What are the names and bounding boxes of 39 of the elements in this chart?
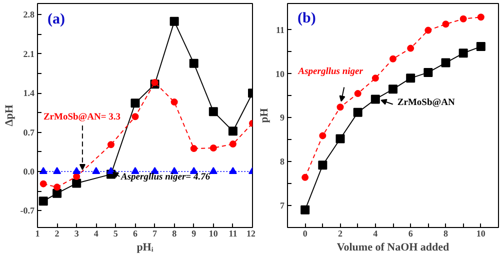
x-tick-label: 6 bbox=[132, 228, 138, 238]
y-axis-title: ΔpH bbox=[3, 104, 16, 126]
y-tick-label: 0.0 bbox=[23, 166, 35, 176]
annotation: ZrMoSb@AN bbox=[397, 98, 455, 108]
annotation: ZrMoSb@AN= 3.3 bbox=[43, 112, 121, 122]
x-tick-label: 6 bbox=[408, 228, 414, 238]
x-tick-label: 8 bbox=[172, 228, 178, 238]
x-tick-label: 9 bbox=[192, 228, 197, 238]
y-tick-label: 11 bbox=[276, 24, 285, 35]
y-tick-label: 2.8 bbox=[23, 10, 35, 20]
x-axis-title: Volume of NaOH added bbox=[336, 242, 450, 254]
y-tick-label: 1.4 bbox=[23, 88, 35, 98]
y-tick-label: 9 bbox=[280, 112, 285, 123]
x-tick-label: 10 bbox=[208, 228, 218, 238]
x-tick-label: 4 bbox=[94, 228, 99, 238]
x-tick-label: 4 bbox=[373, 228, 378, 238]
x-tick-label: 0 bbox=[302, 228, 308, 238]
x-tick-label: 5 bbox=[113, 228, 118, 238]
y-tick-label: 2.1 bbox=[23, 48, 35, 59]
annotation: Aspergllus niger bbox=[297, 67, 364, 78]
x-tick-label: 12 bbox=[246, 228, 256, 238]
x-axis-title: pHᵢ bbox=[136, 242, 154, 254]
x-tick-label: 10 bbox=[476, 228, 486, 238]
annotation: Aspergllus niger= 4.76 bbox=[120, 172, 210, 182]
annotation: (b) bbox=[298, 10, 316, 26]
x-tick-label: 2 bbox=[338, 228, 343, 238]
x-tick-label: 2 bbox=[54, 228, 60, 238]
x-tick-label: 8 bbox=[444, 228, 448, 238]
y-tick-label: -0.7 bbox=[20, 206, 35, 216]
x-tick-label: 11 bbox=[228, 228, 238, 238]
x-tick-label: 1 bbox=[35, 228, 40, 238]
x-tick-label: 3 bbox=[74, 228, 80, 238]
y-tick-label: 8 bbox=[280, 156, 285, 167]
annotation: (a) bbox=[48, 12, 65, 28]
y-tick-label: 10 bbox=[276, 68, 285, 79]
x-tick-label: 7 bbox=[152, 228, 158, 238]
y-tick-label: 0.7 bbox=[23, 127, 35, 138]
y-tick-label: 7 bbox=[280, 200, 285, 211]
y-axis-title: pH bbox=[258, 108, 270, 123]
